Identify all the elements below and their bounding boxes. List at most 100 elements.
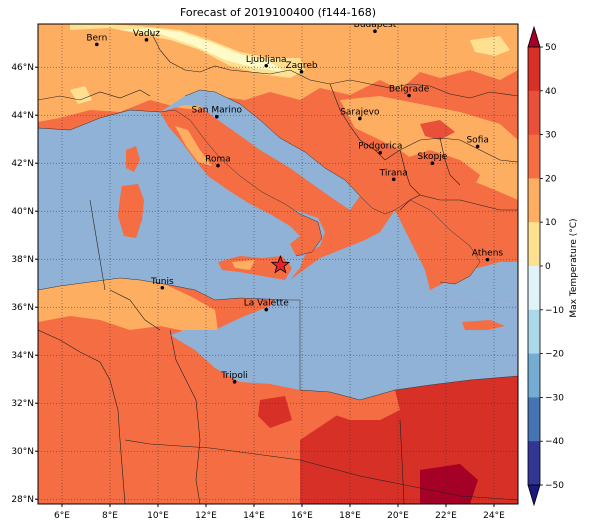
colorbar-ticks: 50 40 30 20 10 0 −10 −20 −30 −40 −50 — [540, 43, 564, 491]
italy-mild-patch — [175, 126, 212, 166]
sea-field-adriatic — [160, 90, 360, 210]
city-dot — [378, 150, 383, 155]
latitude-tick-label: 30°N — [11, 447, 34, 457]
land-hot-patch — [258, 396, 292, 428]
italy-land — [160, 110, 322, 256]
city-label: Tirana — [379, 168, 408, 178]
colorbar-tick-label: 0 — [545, 262, 551, 272]
city-label: Tunis — [150, 277, 174, 287]
city-dot — [373, 29, 377, 33]
city-label: Podgorica — [358, 142, 402, 152]
corsica-land — [126, 146, 140, 172]
colorbar-band — [528, 134, 540, 179]
city-label: La Valette — [244, 299, 289, 309]
colorbar-tick-label: 20 — [545, 174, 557, 184]
longitude-tick-label: 24°E — [483, 511, 505, 521]
latitude-axis: 46°N 44°N 42°N 40°N 38°N 36°N 34°N 32°N 30°N 28°N — [11, 63, 38, 505]
longitude-tick-label: 18°E — [339, 511, 361, 521]
latitude-tick-label: 32°N — [11, 399, 34, 409]
city-label: Vaduz — [133, 29, 160, 39]
city-dot — [430, 161, 435, 165]
city-dot — [485, 257, 490, 262]
latitude-tick-label: 44°N — [11, 111, 34, 121]
longitude-tick-label: 14°E — [243, 511, 265, 521]
coastline — [38, 89, 518, 401]
longitude-tick-label: 22°E — [435, 511, 457, 521]
city-dot — [232, 380, 237, 384]
latitude-tick-label: 42°N — [11, 159, 34, 169]
sea-field-aegean — [430, 262, 518, 304]
greece-land — [395, 200, 480, 284]
star-icon — [270, 255, 291, 274]
colorbar-band — [528, 353, 540, 398]
longitude-tick-label: 12°E — [195, 511, 217, 521]
colorbar-tick-label: −50 — [545, 481, 564, 491]
latitude-tick-label: 36°N — [11, 303, 34, 313]
latitude-tick-label: 46°N — [11, 63, 34, 73]
city-dot — [160, 285, 165, 290]
city-label: Skopje — [417, 152, 447, 162]
colorbar-bands — [527, 25, 541, 507]
city-label: Belgrade — [389, 85, 430, 95]
latitude-tick-label: 34°N — [11, 351, 34, 361]
city-dot — [215, 114, 219, 119]
colorbar-band — [528, 178, 540, 223]
city-dot — [475, 144, 480, 149]
colorbar-band — [528, 397, 540, 442]
colorbar-tick-label: 50 — [545, 43, 557, 53]
colorbar-tick-label: −10 — [545, 306, 564, 316]
colorbar-top-arrow — [527, 25, 541, 48]
city-dot — [95, 42, 99, 47]
land-cool-patch — [70, 86, 92, 104]
colorbar-band — [528, 90, 540, 136]
event-marker — [270, 255, 291, 274]
longitude-tick-label: 20°E — [387, 511, 409, 521]
colorbar-band — [528, 309, 540, 355]
colorbar-bottom-arrow — [527, 484, 541, 507]
city-label: San Marino — [192, 106, 243, 116]
city-dot — [264, 307, 269, 312]
map-title: Forecast of 2019100400 (f144-168) — [179, 6, 377, 19]
city-label: Tripoli — [220, 371, 248, 381]
colorbar-tick-label: −30 — [545, 393, 564, 403]
map-frame — [37, 23, 519, 505]
colorbar-label: Max Temperature (°C) — [569, 218, 579, 318]
city-dot — [216, 163, 220, 168]
city-label: Budapest — [354, 20, 397, 30]
city-dot — [144, 38, 149, 42]
colorbar-tick-label: −40 — [545, 437, 564, 447]
latitude-tick-label: 28°N — [11, 495, 34, 505]
land-cool-patch-east — [470, 36, 510, 56]
colorbar-tick-label: 40 — [545, 87, 557, 97]
sea-field-ionian — [380, 210, 430, 290]
colorbar-band — [528, 222, 540, 267]
land-hottest-patch — [420, 464, 478, 504]
longitude-tick-label: 8°E — [102, 511, 118, 521]
city-label: Roma — [205, 155, 231, 165]
sicily-mild-patch — [232, 260, 255, 270]
longitude-tick-label: 6°E — [54, 511, 70, 521]
city-dot — [299, 69, 304, 74]
city-dot — [391, 177, 396, 182]
colorbar-band — [528, 47, 540, 92]
longitude-tick-label: 10°E — [147, 511, 169, 521]
city-label: Bern — [86, 33, 107, 43]
city-label: Ljubljana — [246, 55, 287, 65]
city-dot — [407, 93, 411, 98]
colorbar-tick-label: −20 — [545, 350, 564, 360]
longitude-axis: 6°E 8°E 10°E 12°E 14°E 16°E 18°E 20°E 22°E 24°E — [54, 504, 505, 521]
latitude-tick-label: 38°N — [11, 255, 34, 265]
city-dot — [264, 63, 269, 68]
land-cold-field-alps — [120, 28, 285, 72]
longitude-tick-label: 16°E — [291, 511, 313, 521]
city-label: Sofia — [466, 135, 488, 145]
colorbar-tick-label: 30 — [545, 131, 557, 141]
colorbar-band — [528, 441, 540, 486]
land-mild-field-africa — [38, 276, 218, 332]
sea-field-central — [170, 232, 518, 400]
city-label: Athens — [472, 249, 503, 259]
land-warm-patch-balkans — [400, 150, 480, 195]
